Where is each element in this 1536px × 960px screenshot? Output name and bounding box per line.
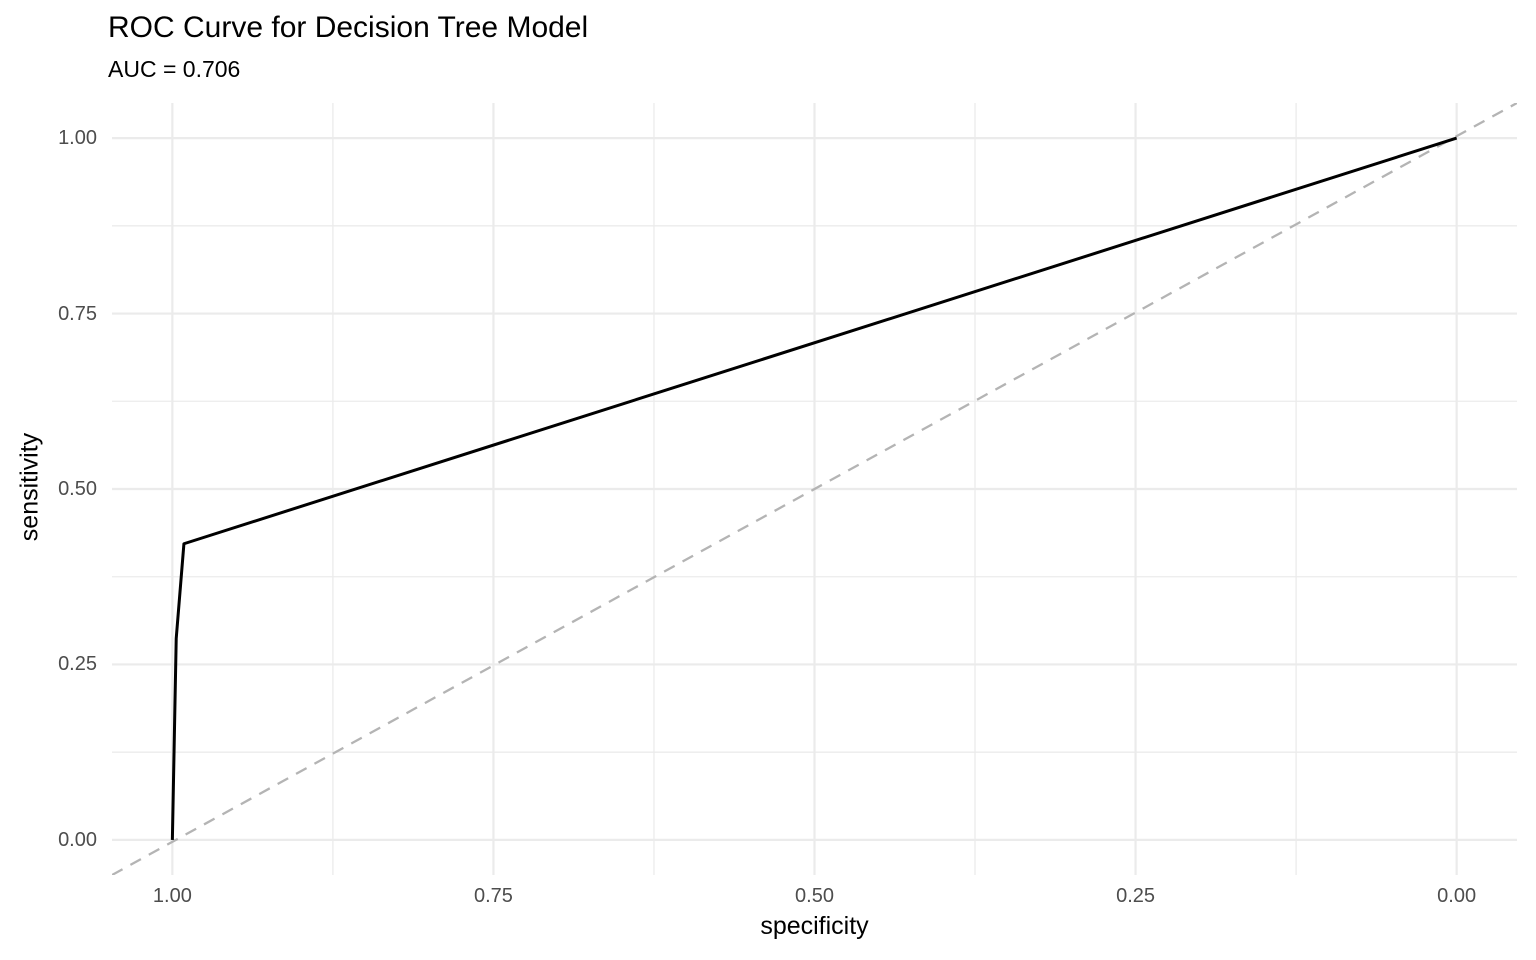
y-tick-label: 0.00 — [58, 828, 97, 851]
x-tick-label: 1.00 — [152, 885, 192, 907]
y-tick-label: 0.75 — [58, 302, 97, 325]
chart-subtitle: AUC = 0.706 — [108, 56, 241, 82]
y-tick-label: 0.50 — [58, 478, 97, 500]
roc-curve-line — [170, 136, 1458, 840]
y-tick-label: 1.00 — [58, 127, 97, 150]
plot-panel — [112, 103, 1517, 875]
y-axis-title: sensitivity — [15, 432, 44, 542]
chart-title: ROC Curve for Decision Tree Model — [108, 11, 589, 44]
y-tick-label: 0.25 — [58, 653, 97, 676]
x-axis-title: specificity — [760, 912, 869, 940]
x-tick-label: 0.75 — [473, 885, 513, 907]
x-tick-label: 0.00 — [1437, 885, 1477, 907]
chance-diagonal-line — [112, 103, 1517, 875]
x-tick-label: 0.25 — [1116, 885, 1156, 907]
x-tick-label: 0.50 — [795, 885, 834, 907]
